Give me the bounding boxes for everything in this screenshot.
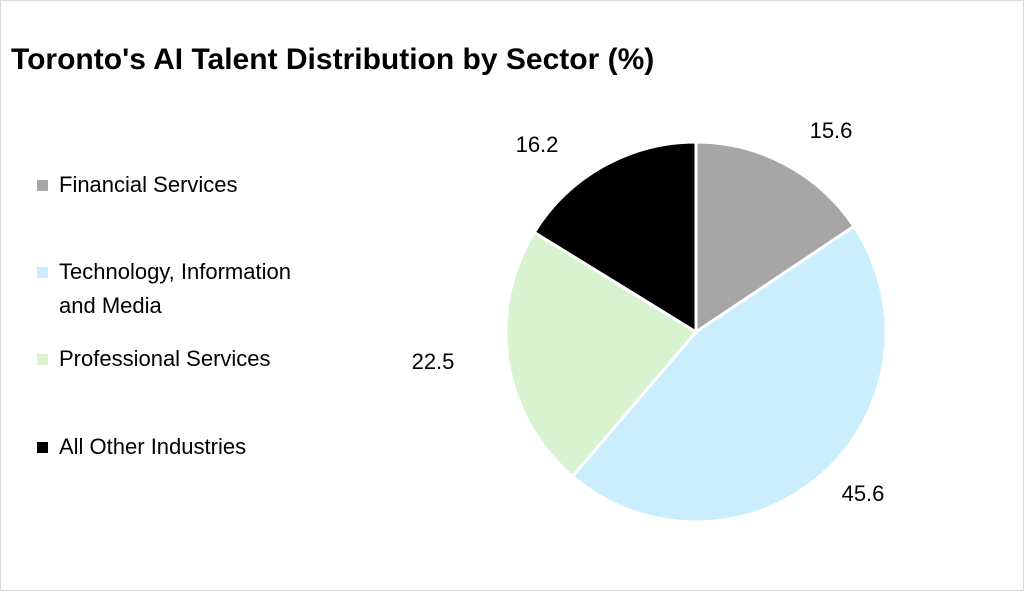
legend-item-technology: Technology, Information and Media [37, 255, 291, 323]
chart-title: Toronto's AI Talent Distribution by Sect… [11, 43, 655, 76]
pie-slice-2 [570, 224, 888, 524]
legend-swatch [37, 267, 48, 278]
pie-slice-1 [694, 140, 856, 335]
data-label: 16.2 [516, 132, 559, 157]
data-label: 45.6 [842, 481, 885, 506]
data-label: 15.6 [810, 118, 853, 143]
legend-item-financial-services: Financial Services [37, 168, 238, 202]
legend-item-professional-services: Professional Services [37, 342, 271, 376]
legend-item-other-industries: All Other Industries [37, 430, 246, 464]
pie-slice-3 [504, 230, 699, 479]
data-label: 22.5 [412, 349, 455, 374]
legend-swatch [37, 180, 48, 191]
pie-slice-4 [532, 140, 698, 335]
legend-swatch [37, 354, 48, 365]
legend-swatch [37, 442, 48, 453]
